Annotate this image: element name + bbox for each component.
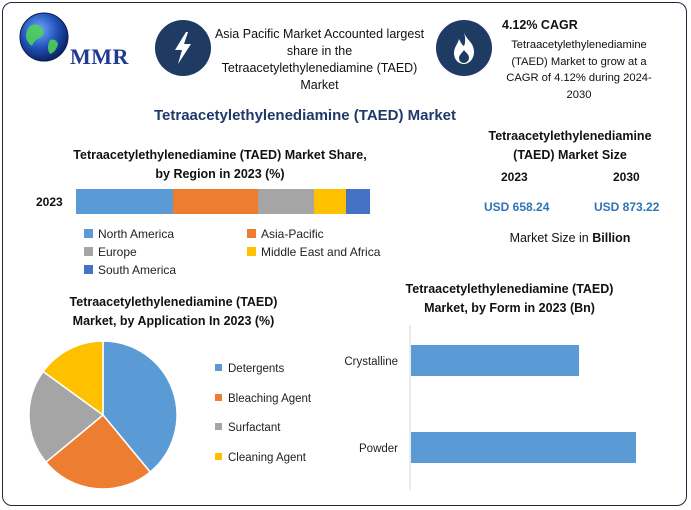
form-bar-crystalline [411, 345, 579, 376]
form-category-label: Crystalline [344, 356, 398, 368]
legend-label: North America [98, 227, 175, 241]
region-bar-segment-1 [76, 189, 174, 214]
region-legend-item: North America [84, 227, 174, 241]
legend-swatch [84, 265, 93, 274]
legend-label: South America [98, 263, 177, 277]
region-bar-segment-4 [314, 189, 347, 214]
legend-swatch [215, 393, 222, 401]
legend-swatch [215, 423, 222, 430]
application-legend-item: Detergents [215, 362, 284, 376]
region-bar-segment-5 [346, 189, 370, 214]
market-size-note: Market Size in Billion [470, 231, 670, 245]
legend-swatch [247, 247, 256, 256]
market-size-value-end: USD 873.22 [594, 200, 660, 214]
market-size-year-end: 2030 [613, 170, 640, 184]
market-size-note-prefix: Market Size in [509, 231, 593, 245]
region-chart-title: Tetraacetylethylenediamine (TAED) Market… [73, 148, 367, 181]
region-highlight-text: Asia Pacific Market Accounted largest sh… [214, 27, 425, 92]
application-legend-item: Cleaning Agent [215, 451, 306, 465]
pie-slice-cleaning-agent [42, 340, 104, 417]
region-legend-item: Asia-Pacific [247, 227, 324, 241]
form-chart-title: Tetraacetylethylenediamine (TAED) Market… [405, 282, 614, 315]
cagr-title: 4.12% CAGR [502, 18, 578, 32]
flame-icon [454, 32, 474, 64]
pie-slice-surfactant [28, 370, 105, 464]
legend-swatch [84, 247, 93, 256]
globe-icon [19, 12, 69, 62]
form-bar-chart: Crystalline Powder [344, 325, 636, 490]
legend-label: Detergents [228, 363, 285, 375]
logo-text: MMR [70, 44, 129, 69]
legend-label: Middle East and Africa [261, 245, 381, 259]
legend-swatch [215, 364, 222, 371]
flame-badge [436, 20, 492, 76]
region-bar-segment-3 [258, 189, 315, 214]
market-size-note-unit: Billion [592, 231, 631, 245]
legend-label: Bleaching Agent [228, 392, 312, 405]
region-legend-item: Europe [84, 245, 137, 259]
market-size-year-start: 2023 [501, 170, 528, 184]
cagr-text: Tetraacetylethylenediamine (TAED) Market… [506, 39, 652, 101]
form-bar-powder [411, 432, 636, 463]
lightning-icon [175, 32, 191, 64]
region-legend-item: South America [84, 263, 176, 277]
pie-slice-detergents [102, 340, 178, 474]
application-pie-chart [28, 340, 178, 490]
lightning-badge [155, 20, 211, 76]
application-legend-item: Bleaching Agent [215, 392, 311, 406]
pie-slice-bleaching-agent [44, 413, 152, 490]
mmr-logo: MMR [12, 10, 137, 70]
legend-label: Europe [98, 245, 137, 259]
application-chart-title: Tetraacetylethylenediamine (TAED) Market… [69, 295, 278, 328]
legend-label: Surfactant [228, 422, 281, 434]
legend-swatch [84, 229, 93, 238]
legend-swatch [215, 452, 222, 460]
region-chart-category-label: 2023 [36, 195, 63, 209]
legend-label: Cleaning Agent [228, 451, 307, 464]
legend-label: Asia-Pacific [261, 227, 324, 241]
main-title: Tetraacetylethylenediamine (TAED) Market [153, 107, 457, 124]
region-bar-segment-2 [173, 189, 259, 214]
legend-swatch [247, 229, 256, 238]
application-legend-item: Surfactant [215, 421, 280, 435]
market-size-value-start: USD 658.24 [484, 200, 550, 214]
market-size-title: Tetraacetylethylenediamine (TAED) Market… [488, 129, 652, 162]
form-category-label: Powder [359, 443, 398, 455]
region-legend-item: Middle East and Africa [247, 245, 380, 259]
